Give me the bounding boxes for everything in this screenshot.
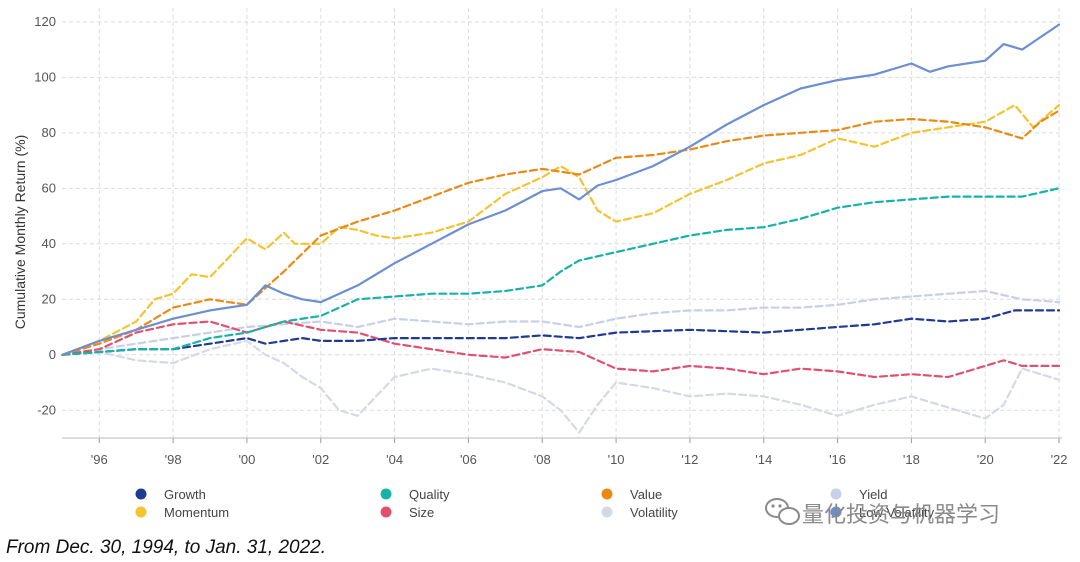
y-tick-label: 60 — [42, 180, 56, 195]
series-line-growth — [61, 309, 1061, 356]
wechat-icon — [765, 498, 800, 525]
y-tick-label: -20 — [37, 402, 56, 417]
x-tick-label: '16 — [829, 452, 846, 467]
legend-label-volatility: Volatility — [630, 505, 678, 520]
y-tick-label: 0 — [49, 347, 56, 362]
series-line-value — [61, 109, 1061, 356]
y-tick-labels: -20 0 20 40 60 80 100 120 — [34, 14, 56, 417]
legend-marker-growth — [135, 488, 147, 500]
legend-marker-yield — [830, 488, 842, 500]
legend-marker-size — [380, 506, 392, 518]
series-line-volatility — [61, 339, 1061, 434]
x-tick-label: '98 — [165, 452, 182, 467]
series-line-quality — [61, 187, 1061, 356]
series-line-yield — [61, 289, 1061, 356]
x-tick-label: '96 — [91, 452, 108, 467]
x-tick-label: '14 — [755, 452, 772, 467]
y-tick-label: 80 — [42, 125, 56, 140]
legend-label-quality: Quality — [409, 487, 450, 502]
y-axis-label: Cumulative Monthly Return (%) — [12, 135, 28, 330]
y-tick-label: 100 — [34, 69, 56, 84]
x-tick-label: '00 — [238, 452, 255, 467]
footnote: From Dec. 30, 1994, to Jan. 31, 2022. — [6, 537, 327, 558]
legend-marker-momentum — [135, 506, 147, 518]
x-tick-label: '10 — [608, 452, 625, 467]
y-tick-label: 40 — [42, 236, 56, 251]
x-tick-label: '18 — [903, 452, 920, 467]
legend-label-size: Size — [409, 505, 434, 520]
x-tick-labels: '96 '98 '00 '02 '04 '06 '08 '10 '12 '14 '16 '18 '20 '… — [91, 452, 1068, 467]
watermark-text: 量化投资与机器学习 — [802, 503, 1000, 528]
series-lines — [61, 23, 1061, 434]
x-tick-label: '08 — [534, 452, 551, 467]
legend-label-yield: Yield — [859, 487, 887, 502]
legend-marker-quality — [380, 488, 392, 500]
legend-marker-volatility — [601, 506, 613, 518]
grid — [62, 8, 1062, 443]
x-tick-label: '06 — [460, 452, 477, 467]
chart: Cumulative Monthly Return (%) -20 0 20 40 60… — [12, 8, 1068, 528]
legend-marker-value — [601, 488, 613, 500]
series-line-momentum — [61, 104, 1061, 356]
legend-label-value: Value — [630, 487, 662, 502]
watermark: 量化投资与机器学习 — [765, 498, 1000, 528]
series-line-size — [61, 320, 1061, 379]
x-tick-label: '12 — [681, 452, 698, 467]
legend-marker-low-volatility — [830, 506, 842, 518]
legend-label-momentum: Momentum — [164, 505, 229, 520]
x-tick-label: '22 — [1051, 452, 1068, 467]
legend: Growth Momentum Quality Size Value Volatility… — [135, 487, 935, 520]
x-tick-label: '20 — [977, 452, 994, 467]
legend-label-low-volatility: Low Volatility — [859, 505, 935, 520]
legend-label-growth: Growth — [164, 487, 206, 502]
x-tick-label: '02 — [312, 452, 329, 467]
y-tick-label: 120 — [34, 14, 56, 29]
series-line-low-volatility — [61, 23, 1061, 356]
y-tick-label: 20 — [42, 291, 56, 306]
x-tick-label: '04 — [386, 452, 403, 467]
